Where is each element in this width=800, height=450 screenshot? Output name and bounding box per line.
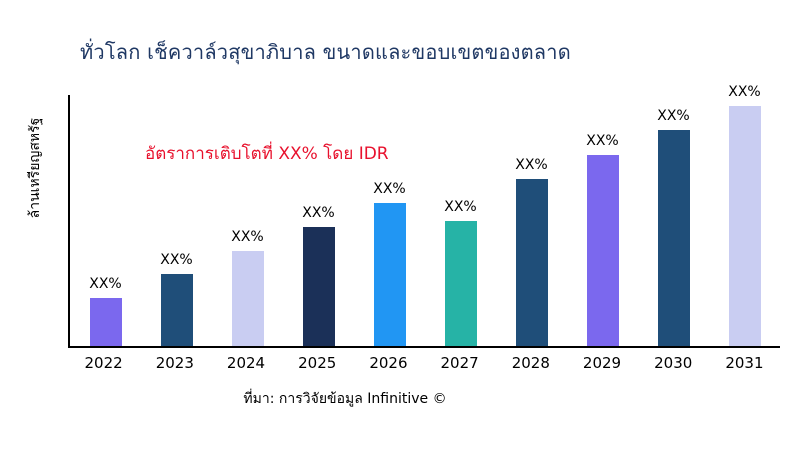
bar-2031 — [728, 106, 761, 346]
x-tick-2026: 2026 — [369, 354, 408, 372]
bar-2026 — [373, 203, 406, 346]
x-tick-2022: 2022 — [84, 354, 123, 372]
bar-column-2023: XX% — [141, 252, 212, 346]
bar-value-label-2030: XX% — [657, 108, 690, 124]
bar-2027 — [444, 221, 477, 346]
bar-value-label-2027: XX% — [444, 199, 477, 215]
bar-column-2024: XX% — [212, 229, 283, 346]
bar-column-2025: XX% — [283, 205, 354, 346]
bar-2023 — [160, 274, 193, 346]
y-axis-label: ล้านเหรียญสหรัฐ — [27, 117, 43, 219]
bar-column-2027: XX% — [425, 199, 496, 346]
bar-value-label-2022: XX% — [89, 276, 122, 292]
x-tick-2029: 2029 — [582, 354, 622, 372]
bar-column-2029: XX% — [567, 133, 638, 346]
bar-value-label-2029: XX% — [586, 133, 619, 149]
x-tick-2024: 2024 — [226, 354, 266, 372]
x-tick-2025: 2025 — [298, 354, 337, 372]
bar-value-label-2024: XX% — [231, 229, 264, 245]
chart-title: ทั่วโลก เช็ควาล์วสุขาภิบาล ขนาดและขอบเขต… — [80, 40, 571, 64]
bar-value-label-2025: XX% — [302, 205, 335, 221]
bar-2030 — [657, 130, 690, 346]
bar-2022 — [89, 298, 122, 346]
plot-area: XX% XX% XX% XX% XX% XX% XX% XX% XX% XX% — [68, 84, 780, 348]
x-tick-2028: 2028 — [511, 354, 550, 372]
bar-value-label-2026: XX% — [373, 181, 406, 197]
x-tick-2027: 2027 — [440, 354, 479, 372]
x-axis-ticks: 2022 2023 2024 2025 2026 2027 2028 2029 2030 2031 — [68, 354, 780, 372]
x-tick-2031: 2031 — [725, 354, 764, 372]
bar-column-2030: XX% — [638, 108, 709, 346]
bar-value-label-2023: XX% — [160, 252, 193, 268]
bar-2029 — [586, 155, 619, 346]
bar-value-label-2031: XX% — [728, 84, 761, 100]
source-text: ที่มา: การวิจัยข้อมูล Infinitive © — [243, 391, 447, 407]
bar-column-2026: XX% — [354, 181, 425, 346]
bar-column-2031: XX% — [709, 84, 780, 346]
bar-2028 — [515, 179, 548, 346]
bar-column-2022: XX% — [70, 276, 141, 346]
bar-column-2028: XX% — [496, 157, 567, 346]
x-tick-2023: 2023 — [155, 354, 194, 372]
growth-rate-annotation: อัตราการเติบโตที่ XX% โดย IDR — [145, 144, 389, 164]
bar-2024 — [231, 251, 264, 346]
bar-2025 — [302, 227, 335, 346]
x-tick-2030: 2030 — [654, 354, 693, 372]
bar-value-label-2028: XX% — [515, 157, 548, 173]
bars-container: XX% XX% XX% XX% XX% XX% XX% XX% XX% XX% — [70, 84, 780, 346]
